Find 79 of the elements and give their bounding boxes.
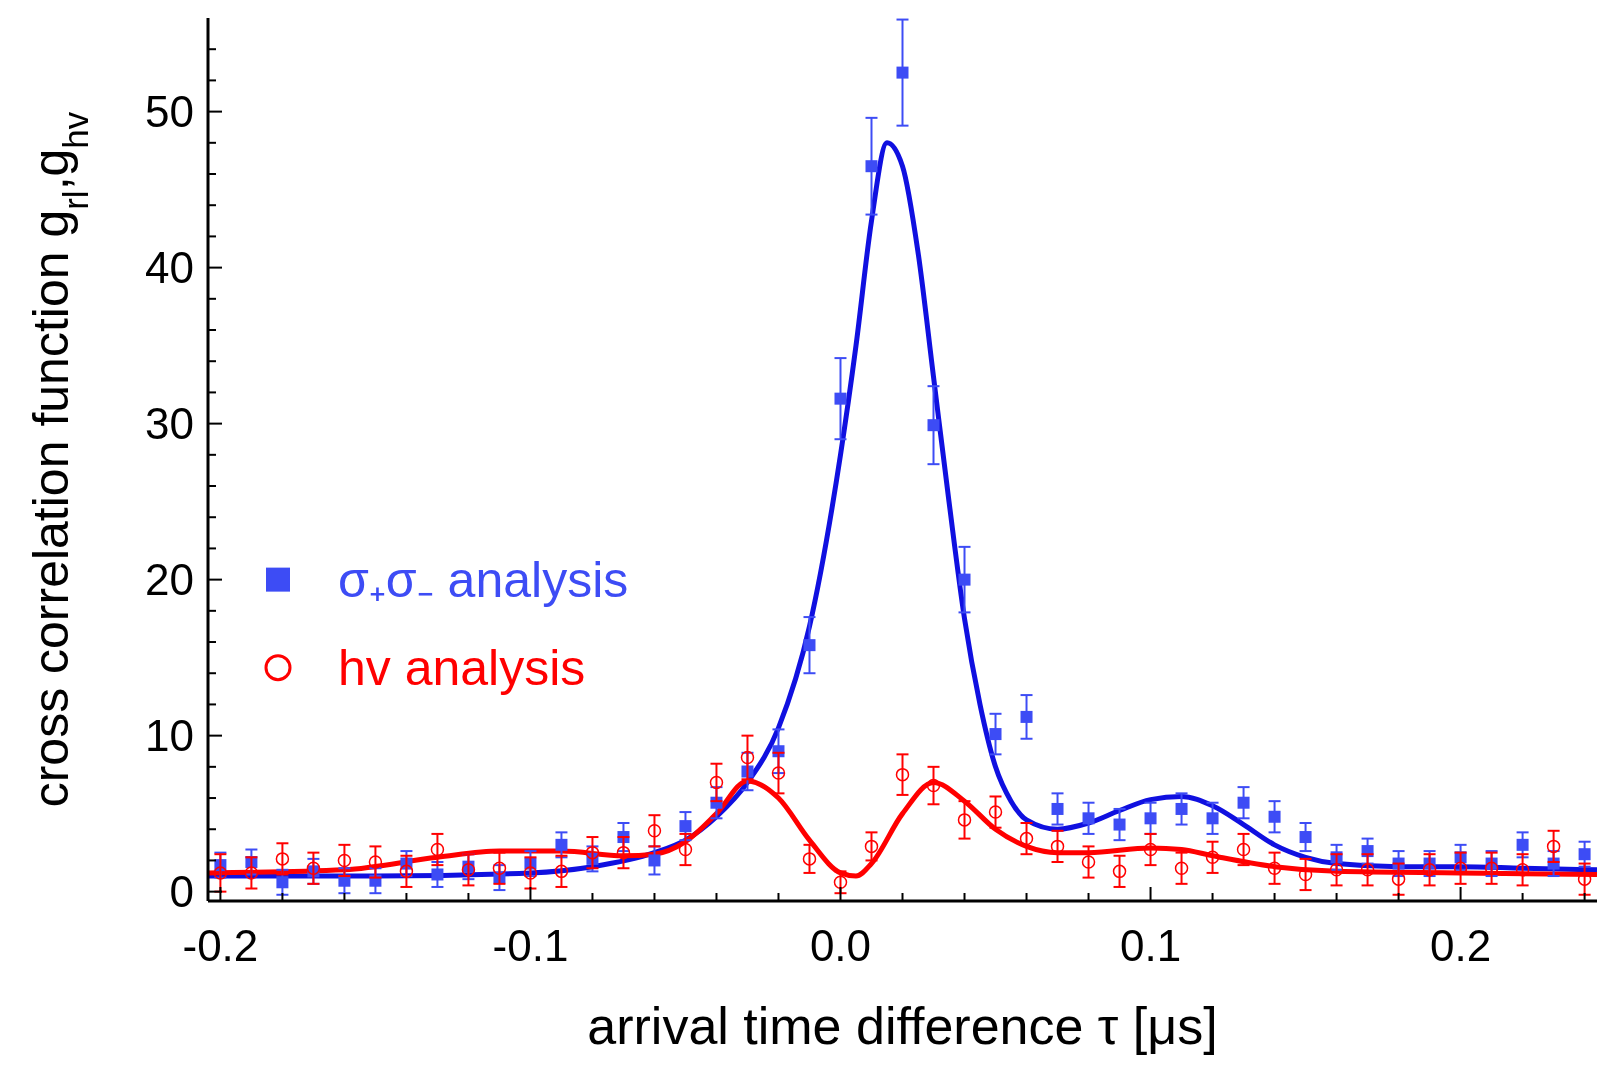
point <box>1267 861 1282 875</box>
y-tick-label: 50 <box>145 86 194 136</box>
point <box>275 852 290 866</box>
x-tick-label: -0.2 <box>182 921 259 970</box>
y-tick-label: 30 <box>145 398 194 448</box>
point <box>833 875 848 890</box>
point <box>1422 863 1437 877</box>
point <box>430 842 445 857</box>
point <box>679 820 692 833</box>
point <box>989 728 1002 741</box>
point <box>1020 710 1033 723</box>
point <box>1484 861 1499 875</box>
point <box>1236 842 1251 857</box>
point <box>1081 855 1096 869</box>
point <box>865 160 878 173</box>
point <box>1360 863 1375 877</box>
point <box>926 778 941 793</box>
point <box>648 854 661 867</box>
point <box>1143 842 1158 857</box>
point <box>1205 850 1220 865</box>
point <box>958 573 971 586</box>
legend-label: σ₊σ₋ analysis <box>338 551 629 608</box>
point <box>276 876 289 889</box>
point <box>1019 831 1034 846</box>
point <box>1515 863 1530 877</box>
point <box>896 66 909 79</box>
point <box>523 866 538 880</box>
point <box>1112 864 1127 879</box>
legend-label: hv analysis <box>338 639 586 696</box>
point <box>399 864 414 879</box>
point <box>1299 831 1312 844</box>
point <box>802 852 817 866</box>
point <box>1268 810 1281 823</box>
point <box>1206 812 1219 825</box>
point <box>1391 872 1406 886</box>
point <box>337 853 352 868</box>
x-tick-label: -0.1 <box>492 921 569 970</box>
point <box>492 861 507 875</box>
point <box>864 839 879 854</box>
point <box>1175 802 1188 815</box>
point <box>555 838 568 851</box>
point <box>678 842 693 857</box>
point <box>1113 818 1126 831</box>
point <box>895 767 910 782</box>
point <box>1144 812 1157 825</box>
point <box>1237 796 1250 809</box>
point <box>709 775 724 790</box>
x-tick-label: 0.1 <box>1119 921 1182 970</box>
point <box>740 750 755 765</box>
point <box>647 824 662 838</box>
point <box>213 866 228 880</box>
point <box>1174 861 1189 875</box>
point <box>1082 812 1095 825</box>
y-tick-label: 0 <box>169 866 194 916</box>
point <box>771 766 786 780</box>
x-axis-title: arrival time difference τ [μs] <box>587 997 1218 1055</box>
x-tick-label: 0.2 <box>1429 921 1492 970</box>
point <box>1578 848 1591 861</box>
y-tick-label: 40 <box>145 242 194 292</box>
point <box>988 805 1003 819</box>
point <box>1546 839 1561 854</box>
point <box>834 392 847 405</box>
point <box>306 861 321 875</box>
point <box>461 863 476 877</box>
point <box>368 855 383 869</box>
point <box>554 864 569 879</box>
point <box>244 866 259 880</box>
point <box>1051 802 1064 815</box>
point <box>431 868 444 881</box>
point <box>616 845 631 860</box>
y-tick-label: 10 <box>145 710 194 760</box>
point <box>957 813 972 827</box>
point <box>1516 838 1529 851</box>
point <box>803 639 816 652</box>
point <box>1329 863 1344 877</box>
point <box>585 845 600 860</box>
point <box>927 419 940 432</box>
x-tick-label: 0.0 <box>809 921 872 970</box>
y-tick-label: 20 <box>145 554 194 604</box>
